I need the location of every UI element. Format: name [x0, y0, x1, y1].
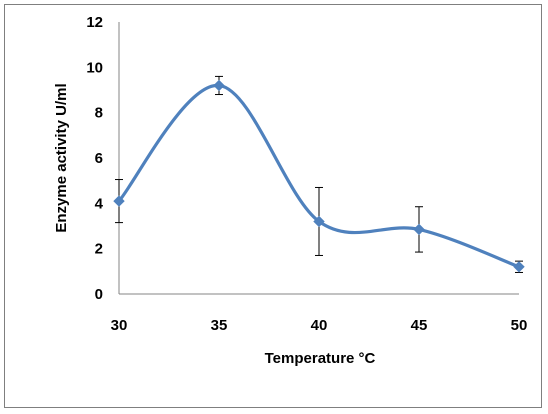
chart-frame	[4, 4, 542, 408]
x-tick-label: 50	[511, 317, 528, 334]
data-point-marker	[113, 195, 125, 207]
x-tick-label: 30	[111, 317, 128, 334]
data-markers	[113, 79, 525, 273]
series-line	[117, 83, 520, 269]
y-tick-label: 0	[95, 286, 103, 303]
data-point-marker	[413, 223, 425, 236]
y-axis-title: Enzyme activity U/ml	[53, 83, 70, 232]
y-tick-label: 10	[86, 59, 103, 76]
x-tick-label: 35	[211, 317, 228, 334]
plot-area	[118, 22, 519, 295]
data-point-marker	[513, 261, 525, 273]
y-tick-label: 4	[95, 195, 104, 212]
y-tick-label: 8	[95, 105, 103, 122]
x-axis-title: Temperature °C	[265, 350, 376, 367]
x-tick-labels: 30 35 40 45 50	[111, 317, 528, 334]
y-tick-labels: 0 2 4 6 8 10 12	[86, 14, 103, 303]
data-point-marker	[213, 79, 225, 92]
y-tick-label: 2	[95, 241, 103, 258]
y-tick-label: 12	[86, 14, 103, 31]
x-tick-label: 40	[311, 317, 328, 334]
y-tick-label: 6	[95, 150, 103, 167]
data-point-marker	[313, 215, 325, 228]
x-tick-label: 45	[411, 317, 428, 334]
